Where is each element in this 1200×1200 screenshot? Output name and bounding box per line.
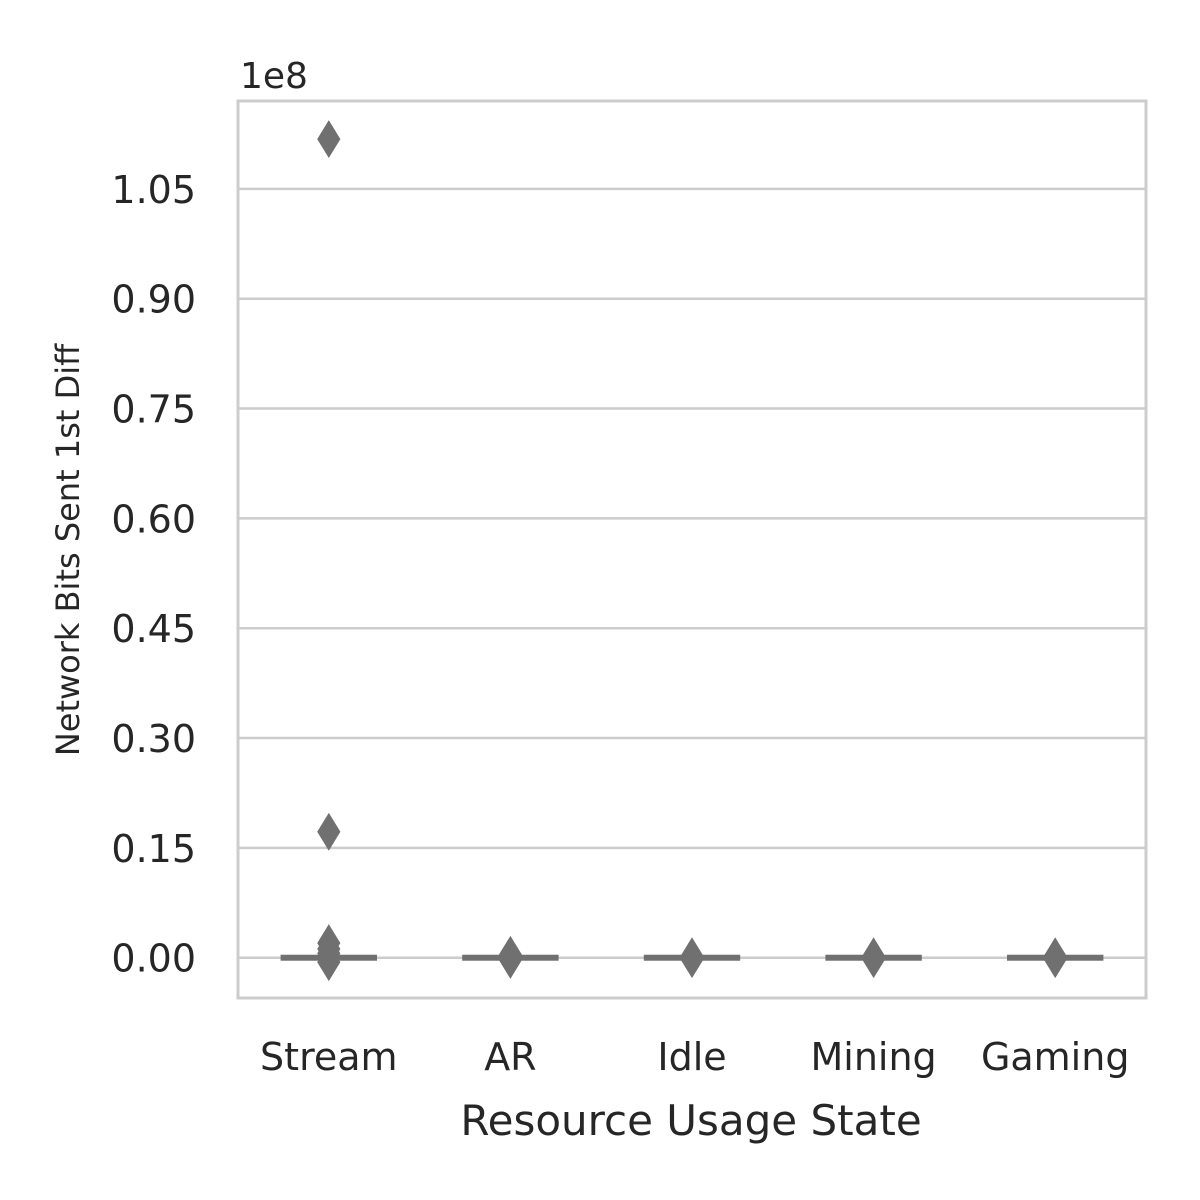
- x-axis-title: Resource Usage State: [460, 1096, 921, 1145]
- box-ar: [462, 935, 559, 979]
- x-tick-label: Gaming: [981, 1035, 1130, 1079]
- box-stream: [280, 120, 378, 982]
- x-tick-label: Mining: [810, 1035, 936, 1079]
- x-tick-label: Idle: [657, 1035, 726, 1079]
- plot-marks: [280, 120, 1104, 982]
- outlier-point: [1043, 940, 1067, 979]
- y-offset-label: 1e8: [240, 56, 308, 97]
- outlier-point: [862, 940, 886, 979]
- x-tick-label: AR: [484, 1035, 536, 1079]
- plot-frame: [236, 99, 1148, 1000]
- y-axis-title: Network Bits Sent 1st Diff: [49, 343, 87, 756]
- outlier-point: [317, 812, 341, 851]
- y-tick-label: 0.15: [111, 827, 196, 871]
- y-tick-label: 0.75: [111, 388, 196, 432]
- box-gaming: [1006, 937, 1104, 979]
- y-tick-label: 0.90: [111, 278, 196, 322]
- outlier-point: [317, 943, 341, 982]
- x-tick-label: Stream: [260, 1035, 398, 1079]
- y-tick-labels: 0.00 0.15 0.30 0.45 0.60 0.75 0.90 1.05: [111, 168, 196, 981]
- grid-lines: [238, 187, 1146, 959]
- y-tick-label: 0.00: [111, 937, 196, 981]
- y-tick-label: 0.30: [111, 717, 196, 761]
- y-tick-label: 1.05: [111, 168, 196, 212]
- x-tick-labels: Stream AR Idle Mining Gaming: [260, 1035, 1129, 1079]
- box-mining: [825, 937, 922, 979]
- y-tick-label: 0.60: [111, 497, 196, 541]
- box-idle: [643, 937, 741, 979]
- outlier-point: [680, 940, 704, 979]
- outlier-point: [317, 120, 341, 159]
- outlier-point: [498, 940, 522, 979]
- y-tick-label: 0.45: [111, 607, 196, 651]
